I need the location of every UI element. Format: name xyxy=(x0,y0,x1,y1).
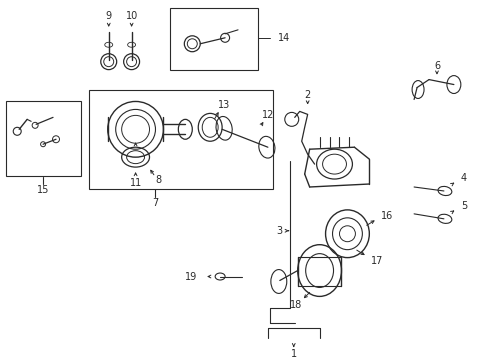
Text: 9: 9 xyxy=(106,11,112,21)
Bar xyxy=(171,8,258,69)
Text: 7: 7 xyxy=(152,198,159,208)
Text: 3: 3 xyxy=(277,226,283,236)
Text: 17: 17 xyxy=(371,256,384,266)
Text: 13: 13 xyxy=(218,100,230,111)
Text: 4: 4 xyxy=(461,173,467,183)
Text: 18: 18 xyxy=(290,300,302,310)
Text: 14: 14 xyxy=(278,33,290,43)
Text: 2: 2 xyxy=(305,90,311,100)
Text: 6: 6 xyxy=(434,60,440,71)
Text: 12: 12 xyxy=(262,111,274,120)
Text: 11: 11 xyxy=(129,178,142,188)
Text: 5: 5 xyxy=(461,201,467,211)
Text: 16: 16 xyxy=(381,211,393,221)
Text: 19: 19 xyxy=(185,271,197,282)
Text: 15: 15 xyxy=(37,185,49,195)
Bar xyxy=(6,102,81,176)
Text: 10: 10 xyxy=(125,11,138,21)
Text: 1: 1 xyxy=(291,349,297,359)
Bar xyxy=(89,90,273,189)
Text: 8: 8 xyxy=(155,175,162,185)
